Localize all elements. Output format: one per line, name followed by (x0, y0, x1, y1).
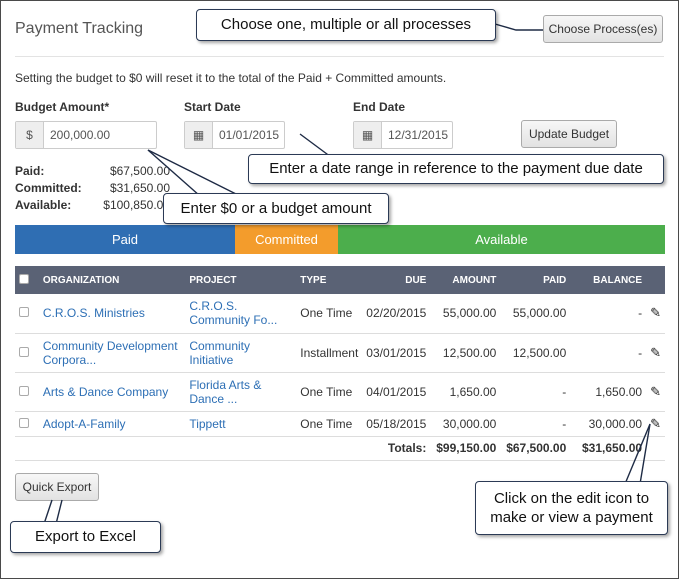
paid-cell: - (562, 416, 567, 431)
paid-cell: 55,000.00 (512, 306, 567, 321)
totals-row: Totals: $99,150.00 $67,500.00 $31,650.00 (15, 436, 665, 460)
payments-table: ORGANIZATION PROJECT TYPE DUE AMOUNT PAI… (15, 266, 665, 461)
start-date-value: 01/01/2015 (219, 128, 280, 142)
start-date-label: Start Date (184, 100, 241, 114)
col-organization[interactable]: ORGANIZATION (42, 274, 120, 286)
col-balance[interactable]: BALANCE (593, 274, 643, 286)
paid-cell: - (562, 384, 567, 399)
type-cell: One Time (300, 306, 353, 321)
divider (15, 56, 664, 57)
row-checkbox[interactable] (19, 346, 29, 357)
committed-label: Committed: (15, 181, 82, 195)
totals-label: Totals: (387, 441, 427, 455)
organization-link[interactable]: C.R.O.S. Ministries (42, 306, 145, 321)
budget-note: Setting the budget to $0 will reset it t… (15, 71, 447, 85)
balance-cell: 30,000.00 (588, 416, 643, 431)
project-link[interactable]: C.R.O.S. Community Fo... (189, 299, 278, 328)
calendar-icon[interactable]: ▦ (354, 122, 382, 148)
end-date-field[interactable]: ▦ 12/31/2015 (353, 121, 453, 149)
row-checkbox[interactable] (19, 385, 29, 396)
edit-pencil-icon[interactable]: ✎ (650, 344, 661, 360)
row-checkbox[interactable] (19, 307, 29, 318)
amount-cell: 1,650.00 (449, 384, 497, 399)
balance-cell: - (638, 345, 643, 360)
amount-cell: 12,500.00 (442, 345, 497, 360)
paid-cell: 12,500.00 (512, 345, 567, 360)
type-cell: Installment (300, 345, 359, 360)
row-checkbox[interactable] (19, 417, 29, 428)
col-project[interactable]: PROJECT (189, 274, 237, 286)
callout-export: Export to Excel (10, 521, 161, 553)
table-row: Community Development Corpora... Communi… (15, 333, 665, 372)
paid-label: Paid: (15, 164, 45, 178)
start-date-field[interactable]: ▦ 01/01/2015 (184, 121, 285, 149)
committed-value: $31,650.00 (109, 181, 170, 195)
available-value: $100,850.00 (103, 198, 170, 212)
due-cell: 04/01/2015 (366, 384, 427, 399)
available-label: Available: (15, 198, 72, 212)
project-link[interactable]: Florida Arts & Dance ... (189, 377, 262, 406)
organization-link[interactable]: Adopt-A-Family (42, 416, 126, 431)
budget-field[interactable]: $200,000.00 (15, 121, 157, 149)
quick-export-button[interactable]: Quick Export (15, 473, 99, 501)
due-cell: 02/20/2015 (366, 306, 427, 321)
type-cell: One Time (300, 384, 353, 399)
paid-value: $67,500.00 (109, 164, 170, 178)
committed-segment: Committed (235, 225, 338, 254)
amount-cell: 55,000.00 (442, 306, 497, 321)
due-cell: 05/18/2015 (366, 416, 427, 431)
end-date-label: End Date (353, 100, 406, 114)
due-cell: 03/01/2015 (366, 345, 427, 360)
col-due[interactable]: DUE (405, 274, 427, 286)
table-row: Adopt-A-Family Tippett One Time 05/18/20… (15, 411, 665, 436)
table-row: Arts & Dance Company Florida Arts & Danc… (15, 372, 665, 411)
page-title: Payment Tracking (15, 20, 144, 37)
choose-process-button[interactable]: Choose Process(es) (543, 15, 663, 43)
budget-value: 200,000.00 (50, 128, 111, 142)
edit-pencil-icon[interactable]: ✎ (650, 305, 661, 321)
callout-date-range: Enter a date range in reference to the p… (248, 154, 664, 184)
budget-summary: Paid: $67,500.00 Committed: $31,650.00 Ava… (15, 164, 170, 215)
calendar-icon[interactable]: ▦ (185, 122, 213, 148)
amount-cell: 30,000.00 (442, 416, 497, 431)
edit-pencil-icon[interactable]: ✎ (650, 383, 661, 399)
end-date-value: 12/31/2015 (388, 128, 449, 142)
totals-balance: $31,650.00 (582, 441, 643, 455)
project-link[interactable]: Tippett (189, 416, 226, 431)
budget-label: Budget Amount* (15, 100, 110, 114)
select-all-checkbox[interactable] (19, 273, 29, 284)
col-type[interactable]: TYPE (300, 274, 327, 286)
callout-budget: Enter $0 or a budget amount (163, 193, 389, 224)
available-segment: Available (338, 225, 665, 254)
project-link[interactable]: Community Initiative (189, 338, 250, 367)
callout-edit: Click on the edit icon to make or view a… (475, 481, 668, 535)
callout-processes: Choose one, multiple or all processes (196, 9, 496, 41)
type-cell: One Time (300, 416, 353, 431)
budget-progress-bar: Paid Committed Available (15, 225, 665, 254)
totals-paid: $67,500.00 (506, 441, 567, 455)
organization-link[interactable]: Arts & Dance Company (42, 384, 169, 399)
col-paid[interactable]: PAID (543, 274, 567, 286)
paid-segment: Paid (15, 225, 235, 254)
balance-cell: - (638, 306, 643, 321)
update-budget-button[interactable]: Update Budget (521, 120, 617, 148)
totals-amount: $99,150.00 (436, 441, 497, 455)
table-row: C.R.O.S. Ministries C.R.O.S. Community F… (15, 294, 665, 333)
balance-cell: 1,650.00 (595, 384, 643, 399)
table-header-row: ORGANIZATION PROJECT TYPE DUE AMOUNT PAI… (15, 266, 665, 294)
col-amount[interactable]: AMOUNT (452, 274, 497, 286)
edit-pencil-icon[interactable]: ✎ (650, 415, 661, 431)
dollar-addon: $ (16, 122, 44, 148)
organization-link[interactable]: Community Development Corpora... (42, 338, 178, 367)
